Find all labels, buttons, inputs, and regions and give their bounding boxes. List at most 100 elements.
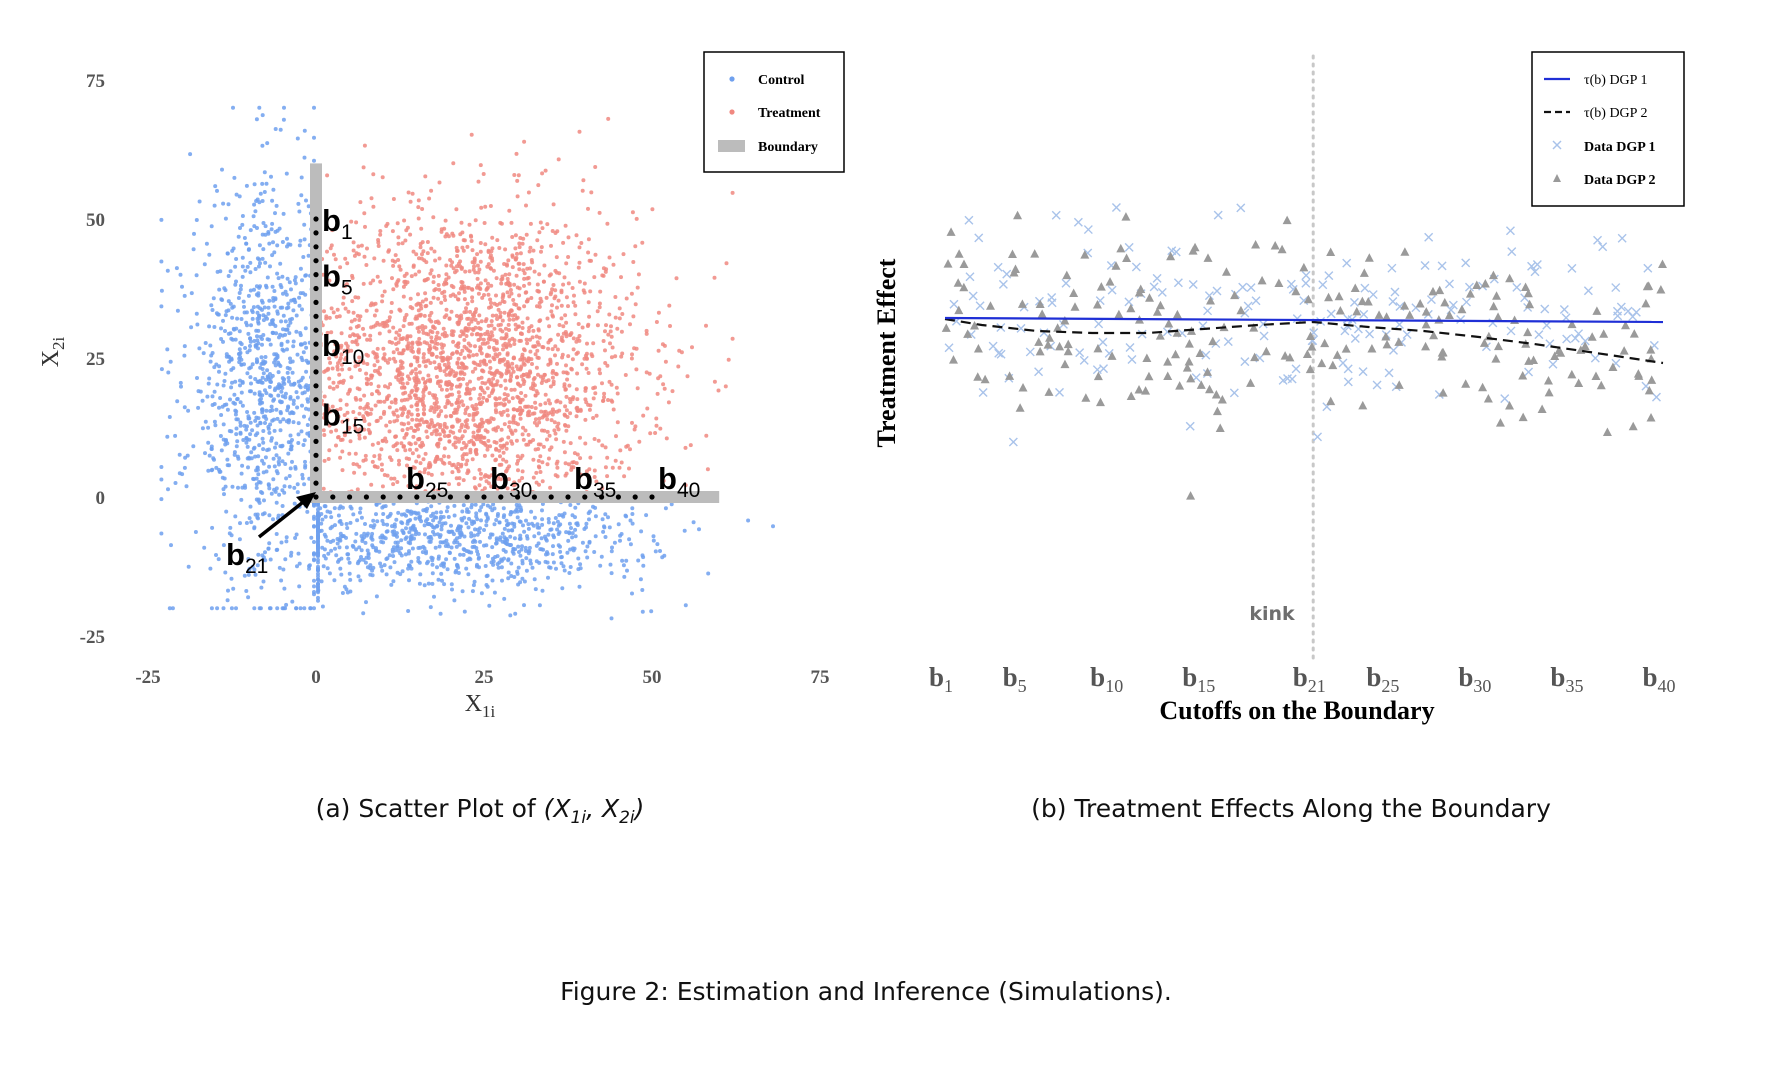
treatment-point bbox=[461, 403, 466, 408]
treatment-point bbox=[491, 346, 496, 350]
treatment-point bbox=[375, 346, 380, 351]
control-point bbox=[442, 582, 447, 587]
treatment-point bbox=[466, 285, 471, 290]
control-point bbox=[247, 516, 252, 521]
control-point bbox=[305, 387, 310, 392]
control-point bbox=[273, 363, 278, 368]
treatment-point bbox=[520, 326, 525, 330]
treatment-point bbox=[506, 322, 511, 327]
control-point bbox=[270, 198, 275, 203]
treatment-point bbox=[507, 208, 512, 213]
control-point bbox=[508, 512, 513, 517]
treatment-point bbox=[510, 235, 515, 239]
treatment-point bbox=[619, 275, 623, 280]
treatment-point bbox=[492, 301, 497, 306]
data-dgp1-cross bbox=[1152, 273, 1162, 283]
treatment-point bbox=[447, 461, 452, 465]
treatment-point bbox=[571, 395, 576, 400]
control-point bbox=[268, 379, 273, 384]
control-point bbox=[391, 532, 396, 537]
control-point bbox=[174, 266, 179, 271]
control-point bbox=[212, 419, 217, 424]
control-point bbox=[211, 296, 216, 301]
control-point bbox=[287, 280, 292, 285]
treatment-point bbox=[402, 385, 407, 390]
control-point bbox=[254, 476, 259, 481]
control-point bbox=[238, 431, 243, 436]
control-point bbox=[515, 569, 520, 574]
treatment-point bbox=[349, 319, 354, 324]
control-point bbox=[358, 578, 363, 583]
control-point bbox=[288, 320, 293, 325]
treatment-point bbox=[519, 409, 524, 413]
treatment-point bbox=[338, 406, 343, 411]
control-point bbox=[585, 555, 590, 560]
treatment-point bbox=[444, 357, 449, 362]
control-point bbox=[413, 516, 418, 521]
treatment-point bbox=[553, 353, 557, 358]
x-tick-label: 25 bbox=[475, 667, 494, 688]
treatment-point bbox=[357, 411, 362, 416]
treatment-point bbox=[490, 466, 495, 471]
treatment-point bbox=[513, 246, 518, 251]
control-point bbox=[432, 515, 437, 520]
treatment-point bbox=[478, 392, 483, 397]
treatment-point bbox=[560, 355, 565, 360]
control-point bbox=[316, 545, 320, 550]
control-point bbox=[254, 328, 259, 333]
control-point bbox=[265, 275, 270, 280]
treatment-point bbox=[676, 364, 681, 369]
treatment-point bbox=[417, 363, 422, 368]
treatment-point bbox=[538, 220, 543, 225]
treatment-point bbox=[542, 428, 547, 433]
treatment-point bbox=[658, 374, 663, 379]
control-point bbox=[565, 550, 570, 555]
treatment-point bbox=[395, 279, 400, 284]
control-point bbox=[303, 385, 308, 389]
control-point bbox=[203, 419, 208, 424]
treatment-point bbox=[481, 435, 486, 440]
treatment-point bbox=[483, 381, 488, 386]
treatment-point bbox=[582, 281, 587, 286]
control-point bbox=[555, 527, 560, 532]
control-point bbox=[395, 545, 400, 550]
treatment-point bbox=[479, 417, 484, 422]
treatment-point bbox=[498, 327, 503, 332]
treatment-point bbox=[559, 288, 564, 293]
treatment-point bbox=[457, 376, 462, 381]
treatment-point bbox=[486, 262, 491, 267]
control-point bbox=[556, 543, 561, 548]
treatment-point bbox=[439, 355, 444, 360]
treatment-point bbox=[546, 456, 551, 461]
data-dgp1-cross bbox=[1384, 368, 1394, 378]
control-point bbox=[189, 291, 194, 296]
control-point bbox=[239, 362, 244, 367]
control-point bbox=[691, 520, 696, 525]
data-dgp2-triangle bbox=[1184, 339, 1194, 348]
treatment-point bbox=[397, 458, 401, 463]
treatment-point bbox=[348, 334, 352, 339]
control-point bbox=[237, 291, 242, 295]
control-point bbox=[297, 303, 302, 308]
treatment-point bbox=[524, 372, 529, 377]
control-point bbox=[251, 214, 256, 219]
control-point bbox=[253, 454, 258, 459]
control-point bbox=[282, 105, 286, 110]
treatment-point bbox=[558, 400, 563, 405]
control-point bbox=[392, 524, 397, 529]
control-point bbox=[252, 525, 257, 530]
control-point bbox=[264, 417, 269, 421]
treatment-point bbox=[574, 461, 579, 466]
control-point bbox=[511, 551, 516, 556]
control-point bbox=[233, 264, 238, 269]
treatment-point bbox=[424, 297, 429, 302]
control-point bbox=[268, 264, 272, 269]
control-point bbox=[233, 337, 238, 342]
treatment-point bbox=[593, 165, 598, 169]
treatment-point bbox=[411, 349, 415, 354]
treatment-point bbox=[533, 393, 538, 398]
control-point bbox=[660, 555, 665, 560]
control-point bbox=[280, 386, 285, 390]
control-point bbox=[238, 420, 243, 425]
control-point bbox=[444, 509, 449, 514]
